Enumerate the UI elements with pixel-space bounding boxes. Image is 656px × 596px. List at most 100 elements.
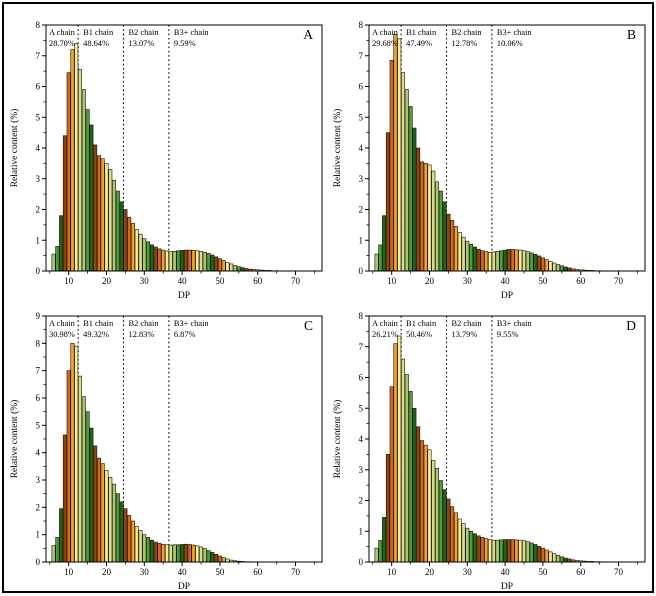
bar-dp-23 — [439, 481, 442, 562]
bar-dp-30 — [143, 535, 146, 562]
bar-dp-18 — [97, 156, 100, 271]
bar-dp-41 — [507, 540, 510, 562]
region-percentage: 9.59% — [174, 39, 196, 48]
bar-dp-36 — [488, 252, 491, 271]
region-label: B3+ chain — [174, 319, 210, 328]
y-tick-label: 2 — [359, 496, 364, 506]
bar-dp-50 — [218, 556, 221, 562]
y-tick-label: 2 — [36, 502, 41, 512]
bar-dp-24 — [120, 502, 123, 562]
y-tick-label: 6 — [36, 393, 41, 403]
bar-dp-49 — [537, 546, 540, 562]
bar-dp-41 — [507, 249, 510, 271]
region-percentage: 30.98% — [49, 330, 75, 339]
bar-dp-34 — [158, 249, 161, 271]
bar-dp-22 — [112, 484, 115, 562]
bar-dp-7 — [379, 540, 382, 562]
bar-dp-40 — [503, 250, 506, 271]
bar-dp-10 — [67, 73, 70, 271]
bar-dp-17 — [416, 148, 419, 271]
bar-dp-23 — [116, 494, 119, 562]
bar-dp-56 — [241, 268, 244, 271]
region-label: A chain — [49, 319, 76, 328]
bar-dp-15 — [86, 412, 89, 562]
x-axis-title: DP — [501, 291, 513, 300]
bar-dp-27 — [454, 226, 457, 271]
region-label: B2 chain — [452, 28, 483, 37]
bar-dp-11 — [394, 34, 397, 271]
bar-dp-49 — [537, 256, 540, 271]
y-tick-label: 4 — [36, 143, 41, 153]
bar-dp-9 — [386, 133, 389, 271]
bar-dp-31 — [146, 537, 149, 562]
y-tick-label: 0 — [359, 557, 364, 567]
bar-dp-12 — [75, 43, 78, 271]
bar-dp-21 — [109, 170, 112, 271]
bar-dp-20 — [105, 470, 108, 562]
bar-dp-11 — [71, 343, 74, 562]
bar-dp-17 — [93, 145, 96, 271]
bar-dp-29 — [462, 524, 465, 562]
x-tick-label: 70 — [291, 276, 301, 286]
bar-dp-47 — [530, 253, 533, 271]
region-label: B3+ chain — [497, 319, 533, 328]
bar-dp-41 — [184, 544, 187, 562]
bar-dp-37 — [169, 545, 172, 562]
y-tick-label: 8 — [359, 311, 364, 321]
bar-dp-7 — [56, 246, 59, 271]
x-tick-label: 50 — [538, 567, 548, 577]
bar-dp-32 — [150, 245, 153, 271]
bar-dp-46 — [526, 542, 529, 562]
bar-dp-17 — [416, 427, 419, 562]
bar-dp-13 — [401, 359, 404, 562]
region-label: B3+ chain — [174, 28, 210, 37]
bar-dp-25 — [124, 210, 127, 272]
bar-dp-43 — [515, 540, 518, 562]
bar-dp-42 — [188, 545, 191, 562]
bar-dp-42 — [511, 249, 514, 271]
bar-dp-53 — [553, 263, 556, 271]
bar-dp-36 — [488, 540, 491, 562]
x-tick-label: 30 — [463, 276, 473, 286]
y-tick-label: 5 — [359, 112, 364, 122]
x-tick-label: 40 — [501, 276, 511, 286]
x-tick-label: 40 — [178, 276, 188, 286]
bar-dp-23 — [116, 191, 119, 271]
region-label: A chain — [49, 28, 76, 37]
bar-dp-35 — [162, 544, 165, 562]
x-tick-label: 10 — [387, 276, 397, 286]
bar-dp-47 — [207, 253, 210, 271]
bars — [375, 336, 601, 562]
bar-dp-38 — [496, 540, 499, 562]
region-percentage: 50.46% — [406, 330, 432, 339]
bar-dp-16 — [90, 125, 93, 271]
bar-dp-35 — [162, 250, 165, 271]
bar-dp-44 — [519, 540, 522, 562]
bar-dp-24 — [443, 490, 446, 562]
bar-dp-37 — [492, 540, 495, 562]
bar-dp-30 — [466, 241, 469, 271]
bar-dp-53 — [230, 264, 233, 271]
bar-dp-42 — [188, 250, 191, 271]
bar-dp-14 — [405, 374, 408, 562]
bar-dp-44 — [196, 546, 199, 562]
y-tick-label: 6 — [359, 373, 364, 383]
bar-dp-50 — [541, 548, 544, 562]
bar-dp-52 — [549, 552, 552, 562]
bar-dp-32 — [150, 540, 153, 562]
bar-dp-10 — [390, 387, 393, 562]
bar-dp-11 — [394, 344, 397, 562]
bar-dp-19 — [101, 159, 104, 271]
bar-dp-10 — [390, 60, 393, 271]
bar-dp-25 — [447, 214, 450, 271]
